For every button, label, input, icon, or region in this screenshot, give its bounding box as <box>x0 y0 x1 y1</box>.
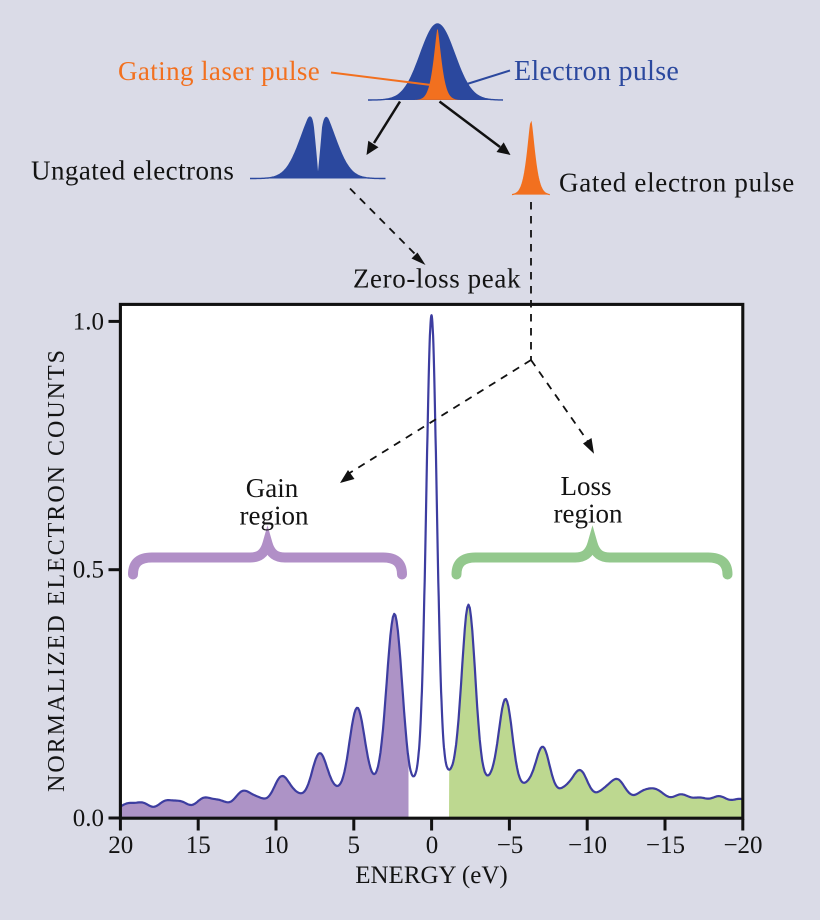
svg-text:15: 15 <box>186 832 211 859</box>
svg-text:Electron pulse: Electron pulse <box>514 56 679 87</box>
svg-text:−20: −20 <box>723 832 762 859</box>
svg-text:Loss: Loss <box>560 471 611 501</box>
svg-text:ENERGY (eV): ENERGY (eV) <box>355 862 508 889</box>
svg-text:0.5: 0.5 <box>73 557 104 584</box>
svg-text:5: 5 <box>348 832 361 859</box>
svg-text:−5: −5 <box>497 832 524 859</box>
svg-text:0: 0 <box>426 832 439 859</box>
svg-text:0.0: 0.0 <box>73 805 104 832</box>
svg-text:NORMALIZED ELECTRON COUNTS: NORMALIZED ELECTRON COUNTS <box>44 348 70 792</box>
svg-text:region: region <box>554 499 623 529</box>
svg-text:−15: −15 <box>646 832 685 859</box>
svg-text:Gated electron pulse: Gated electron pulse <box>559 168 795 198</box>
svg-text:−10: −10 <box>568 832 607 859</box>
svg-text:20: 20 <box>108 832 133 859</box>
svg-text:Zero-loss peak: Zero-loss peak <box>353 264 521 294</box>
svg-text:10: 10 <box>264 832 289 859</box>
svg-text:Ungated electrons: Ungated electrons <box>31 156 234 186</box>
svg-text:Gain: Gain <box>246 473 299 503</box>
svg-text:Gating laser pulse: Gating laser pulse <box>118 56 320 86</box>
svg-text:1.0: 1.0 <box>73 309 104 336</box>
svg-text:region: region <box>240 501 309 531</box>
